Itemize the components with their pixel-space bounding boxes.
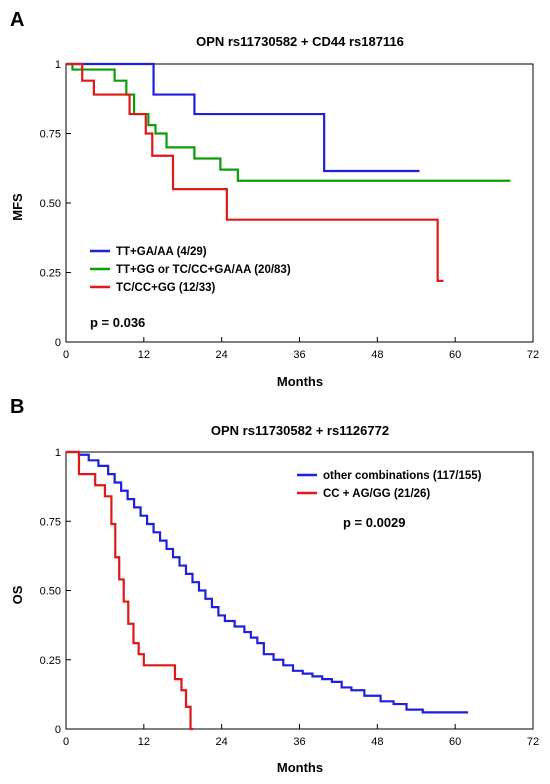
panel-a-letter: A [10,9,24,31]
panel-a-legend-label-2: TT+GG or TC/CC+GA/AA (20/83) [116,264,291,276]
panel-a-y-tick-label-4: 1 [55,59,61,71]
panel-b-series-2-line [66,450,194,731]
panel-b-letter: B [10,396,24,418]
panel-b-y-tick-label-1: 0.25 [40,655,61,667]
panel-b-y-tick-label-0: 0 [55,724,61,736]
panel-b-y-tick-label-2: 0.50 [40,586,61,598]
panel-a-x-tick-label-3: 36 [293,349,305,361]
panel-a-legend-label-1: TT+GA/AA (4/29) [116,246,207,258]
panel-a-x-ticks: 0 12 24 36 48 60 72 [63,337,539,361]
panel-b-x-tick-label-0: 0 [63,736,69,748]
panel-b-x-tick-label-4: 48 [371,736,383,748]
panel-b-y-tick-label-4: 1 [55,447,61,459]
panel-a-x-tick-label-2: 24 [216,349,228,361]
panel-b: B OPN rs11730582 + rs1126772 OS Months 0… [10,396,539,775]
panel-b-legend-label-2: CC + AG/GG (21/26) [323,488,430,500]
panel-a-xlabel: Months [277,374,323,389]
panel-a-series-1-line [66,62,420,173]
panel-a-title: OPN rs11730582 + CD44 rs187116 [196,34,404,49]
panel-b-p-value: p = 0.0029 [343,515,406,530]
panel-a-series-2-line [66,62,511,182]
panel-a-p-value: p = 0.036 [90,315,145,330]
panel-a-y-tick-label-1: 0.25 [40,268,61,280]
panel-b-x-tick-label-1: 12 [138,736,150,748]
panel-b-x-tick-label-6: 72 [527,736,539,748]
panel-b-y-ticks: 0 0.25 0.50 0.75 1 [40,447,71,736]
panel-a-y-tick-label-2: 0.50 [40,198,61,210]
panel-a-y-tick-label-0: 0 [55,337,61,349]
panel-b-series-1-line [66,450,469,714]
panel-a-x-tick-label-6: 72 [527,349,539,361]
panel-a-legend-label-3: TC/CC+GG (12/33) [116,282,216,294]
panel-a-ylabel: MFS [10,193,25,221]
panel-b-ylabel: OS [10,585,25,604]
panel-b-x-tick-label-3: 36 [293,736,305,748]
panel-a-y-ticks: 0 0.25 0.50 0.75 1 [40,59,71,349]
panel-a: A OPN rs11730582 + CD44 rs187116 MFS Mon… [10,9,539,389]
panel-a-curves [66,62,511,282]
panel-b-x-tick-label-5: 60 [449,736,461,748]
panel-b-xlabel: Months [277,760,323,775]
panel-b-curves [66,450,469,731]
panel-a-plot-frame [65,63,534,343]
panel-a-x-tick-label-0: 0 [63,349,69,361]
panel-b-x-tick-label-2: 24 [216,736,228,748]
panel-a-series-3-line [66,62,444,282]
panel-a-x-tick-label-1: 12 [138,349,150,361]
panel-a-legend: TT+GA/AA (4/29) TT+GG or TC/CC+GA/AA (20/… [90,246,291,294]
panel-b-legend-label-1: other combinations (117/155) [323,470,482,482]
panel-a-y-tick-label-3: 0.75 [40,129,61,141]
panel-b-y-tick-label-3: 0.75 [40,516,61,528]
panel-a-x-tick-label-5: 60 [449,349,461,361]
panel-b-title: OPN rs11730582 + rs1126772 [211,423,389,438]
panel-a-x-tick-label-4: 48 [371,349,383,361]
panel-b-legend: other combinations (117/155) CC + AG/GG (… [297,470,482,500]
panel-b-x-ticks: 0 12 24 36 48 60 72 [63,724,539,748]
